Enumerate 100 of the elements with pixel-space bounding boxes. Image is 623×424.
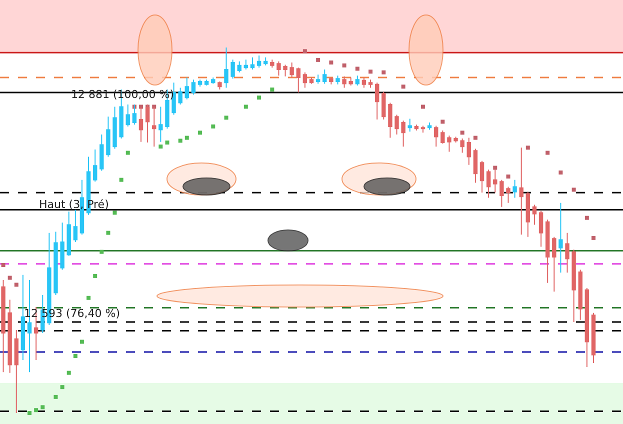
point	[420, 104, 425, 109]
point	[165, 140, 170, 145]
point	[257, 96, 262, 100]
candlestick	[526, 191, 530, 238]
candlestick	[558, 202, 563, 274]
candlestick	[565, 232, 570, 274]
candlestick	[532, 204, 537, 226]
candlestick	[263, 56, 268, 66]
candlestick	[224, 47, 228, 88]
candlestick	[158, 106, 163, 142]
candlestick	[506, 186, 510, 204]
candlestick	[552, 236, 556, 292]
candlestick	[545, 219, 550, 284]
point	[329, 60, 334, 64]
candlestick	[394, 114, 399, 136]
point	[355, 66, 360, 71]
point	[270, 88, 274, 92]
candlestick	[578, 269, 582, 320]
candlestick	[178, 87, 182, 106]
point	[28, 411, 32, 416]
point	[342, 63, 346, 68]
point	[80, 340, 84, 344]
point	[66, 370, 71, 375]
candlestick	[322, 68, 327, 84]
candlestick	[362, 76, 366, 88]
point	[34, 408, 38, 412]
candlestick	[126, 104, 130, 127]
point	[224, 116, 228, 120]
candlestick	[218, 81, 222, 90]
point	[1, 263, 6, 267]
candlestick	[1, 279, 6, 373]
candlestick	[309, 76, 314, 84]
candlestick	[20, 274, 26, 361]
candlestick	[270, 59, 274, 68]
candlestick	[92, 149, 98, 182]
candlestick	[106, 116, 110, 158]
point	[112, 210, 117, 215]
point	[60, 385, 64, 390]
point	[40, 405, 45, 410]
point	[460, 130, 464, 135]
candlestick	[466, 137, 471, 166]
candlestick	[414, 124, 419, 131]
candlestick	[447, 135, 452, 152]
candlestick	[250, 56, 255, 70]
candlestick	[244, 59, 248, 70]
point	[8, 276, 12, 280]
candlestick	[480, 160, 484, 194]
point	[14, 282, 18, 287]
candlestick	[401, 120, 406, 148]
point	[184, 136, 189, 140]
point	[506, 174, 510, 179]
candlestick	[512, 179, 517, 198]
point	[106, 230, 110, 235]
point	[558, 170, 563, 175]
point	[119, 178, 124, 182]
candlestick	[591, 312, 596, 364]
candlestick	[572, 249, 576, 323]
candlestick	[172, 82, 176, 116]
point	[584, 216, 589, 220]
point	[440, 120, 445, 124]
candlestick	[302, 72, 308, 88]
candlestick	[538, 210, 544, 248]
candlestick	[388, 102, 392, 138]
point	[158, 144, 163, 149]
candlestick	[382, 91, 386, 120]
candlestick	[342, 76, 346, 88]
candlestick	[198, 79, 202, 88]
candlestick	[408, 118, 412, 132]
point	[401, 84, 406, 89]
point	[244, 104, 248, 109]
candlestick	[152, 106, 156, 148]
candlestick	[368, 79, 373, 88]
candlestick	[237, 60, 242, 73]
point	[126, 150, 130, 155]
point	[526, 146, 530, 150]
candlestick	[8, 299, 12, 374]
candlestick	[460, 138, 464, 154]
candlestick	[184, 76, 190, 100]
candlestick	[14, 330, 18, 414]
point	[473, 136, 478, 140]
point	[178, 138, 182, 143]
candlestick	[276, 60, 281, 76]
candlestick	[519, 147, 524, 236]
candlestick	[427, 122, 432, 130]
candlestick	[420, 125, 426, 134]
candlestick	[374, 82, 380, 120]
candlestick	[440, 130, 445, 144]
point	[86, 296, 91, 300]
candlestick	[191, 79, 196, 96]
candlestick	[100, 134, 104, 172]
candlestick	[336, 75, 340, 85]
point	[302, 49, 307, 54]
candlestick	[348, 76, 353, 86]
candlestick	[54, 231, 58, 296]
point	[382, 70, 386, 74]
candlestick	[204, 79, 209, 86]
candlestick	[60, 222, 64, 270]
point	[93, 274, 98, 278]
candlestick	[73, 209, 78, 242]
candlestick	[316, 74, 320, 84]
